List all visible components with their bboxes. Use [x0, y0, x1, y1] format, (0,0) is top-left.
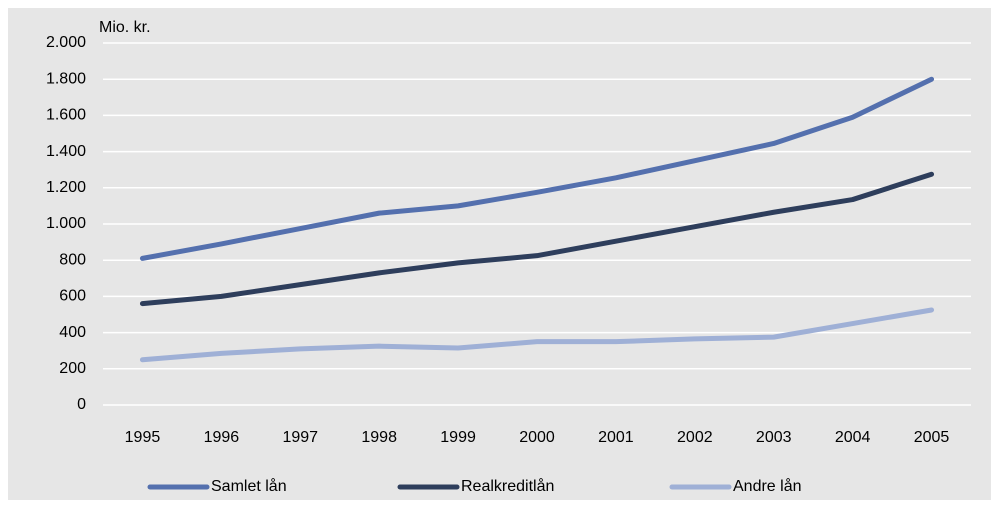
y-tick-label: 400 [59, 324, 86, 341]
y-tick-label: 1.200 [46, 179, 86, 196]
y-tick-label: 1.400 [46, 143, 86, 160]
series-line [139, 171, 935, 307]
y-tick-label: 1.800 [46, 70, 86, 87]
series-line [139, 307, 935, 363]
x-tick-label: 2001 [598, 429, 634, 446]
x-tick-label: 2002 [677, 429, 713, 446]
y-tick-label: 600 [59, 288, 86, 305]
series-line [139, 76, 935, 261]
x-tick-label: 2000 [519, 429, 555, 446]
y-tick-label: 1.600 [46, 107, 86, 124]
y-tick-label: 200 [59, 360, 86, 377]
legend-label: Samlet lån [211, 477, 287, 495]
x-tick-label: 2005 [914, 429, 950, 446]
x-tick-label: 2004 [835, 429, 871, 446]
legend-label: Realkreditlån [461, 477, 554, 495]
x-tick-label: 1998 [361, 429, 397, 446]
x-tick-label: 1997 [282, 429, 318, 446]
y-tick-label: 800 [59, 251, 86, 268]
legend-label: Andre lån [733, 477, 802, 495]
x-tick-label: 1999 [440, 429, 476, 446]
y-tick-label: 1.000 [46, 215, 86, 232]
y-tick-label: 0 [77, 396, 86, 413]
x-tick-label: 2003 [756, 429, 792, 446]
y-tick-label: 2.000 [46, 34, 86, 51]
x-tick-label: 1996 [204, 429, 240, 446]
x-tick-label: 1995 [125, 429, 161, 446]
y-axis-label: Mio. kr. [99, 19, 151, 36]
